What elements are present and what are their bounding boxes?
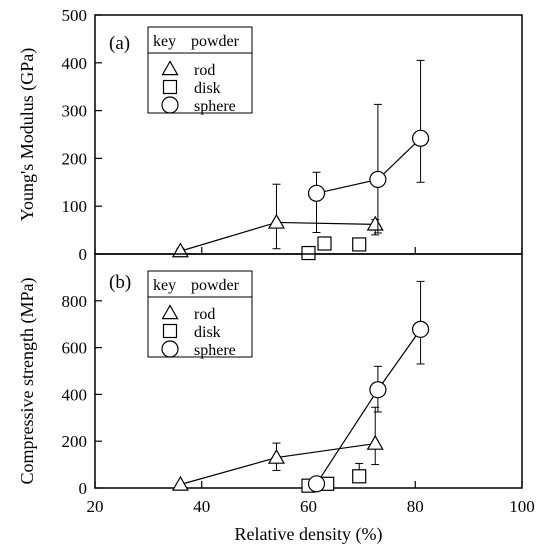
legend-marker-disk [162,323,178,339]
data-point-disk [352,237,367,252]
y-tick-label: 200 [62,149,88,168]
y-axis-label: Compressive strength (MPa) [17,278,38,485]
data-point-sphere [411,129,430,147]
x-tick-label: 40 [193,497,210,516]
data-point-disk [301,245,316,261]
panel-label: (a) [109,33,130,54]
series-rod [171,406,384,491]
y-tick-label: 500 [62,6,88,25]
data-point-sphere [369,381,387,399]
data-point-rod [171,475,189,491]
x-tick-label: 60 [300,497,317,516]
x-tick-label: 20 [87,497,104,516]
legend-marker-disk [162,79,178,95]
legend-title-powder: powder [191,277,240,294]
data-point-sphere [369,170,387,189]
panel-a: 0 100 200 300 400 500 Young's Modulus (GPa) (a)… [17,6,523,264]
y-tick-label: 400 [62,54,88,73]
legend-entry-rod: rod [194,62,215,79]
series-line-sphere [316,329,422,485]
series-rod [171,183,384,258]
data-point-rod [366,215,384,231]
y-tick-label: 300 [62,102,88,121]
data-point-rod [366,434,384,450]
legend-entry-sphere: sphere [194,98,236,115]
legend-marker-rod [161,304,179,320]
legend-marker-rod [161,60,179,76]
legend-title-key: key [153,277,176,294]
y-tick-label: 800 [62,292,88,311]
data-point-sphere [411,320,430,338]
data-point-disk [317,236,332,251]
legend-marker-sphere [161,340,179,358]
y-tick-label: 400 [62,385,88,404]
panel-b: 0 200 400 600 800 20 40 60 80 100 Compressive stre… [17,253,535,545]
y-tick-label: 0 [79,479,88,498]
x-tick-label: 80 [407,497,424,516]
data-point-disk [352,469,367,484]
legend-entry-sphere: sphere [194,342,236,359]
data-point-rod [171,242,189,258]
data-point-rod [267,213,286,229]
x-axis-label: Relative density (%) [235,524,383,545]
legend-entry-disk: disk [194,80,221,97]
series-line-rod [180,442,376,486]
y-tick-label: 600 [62,339,88,358]
panel-label: (b) [109,272,131,293]
legend-entry-disk: disk [194,324,221,341]
series-sphere [307,59,430,234]
legend-entry-rod: rod [194,306,215,323]
y-tick-label: 0 [79,245,88,264]
legend-marker-sphere [161,96,179,114]
y-tick-label: 100 [62,197,88,216]
x-tick-label: 100 [509,497,535,516]
y-axis-label: Young's Modulus (GPa) [17,48,38,221]
data-point-sphere [307,475,326,493]
series-line-sphere [316,137,422,194]
legend-title-powder: powder [191,33,240,50]
series-disk [301,236,367,261]
series-sphere [307,280,430,493]
data-point-sphere [307,184,326,202]
legend-title-key: key [153,33,176,50]
y-tick-label: 200 [62,432,88,451]
data-point-rod [267,448,286,464]
